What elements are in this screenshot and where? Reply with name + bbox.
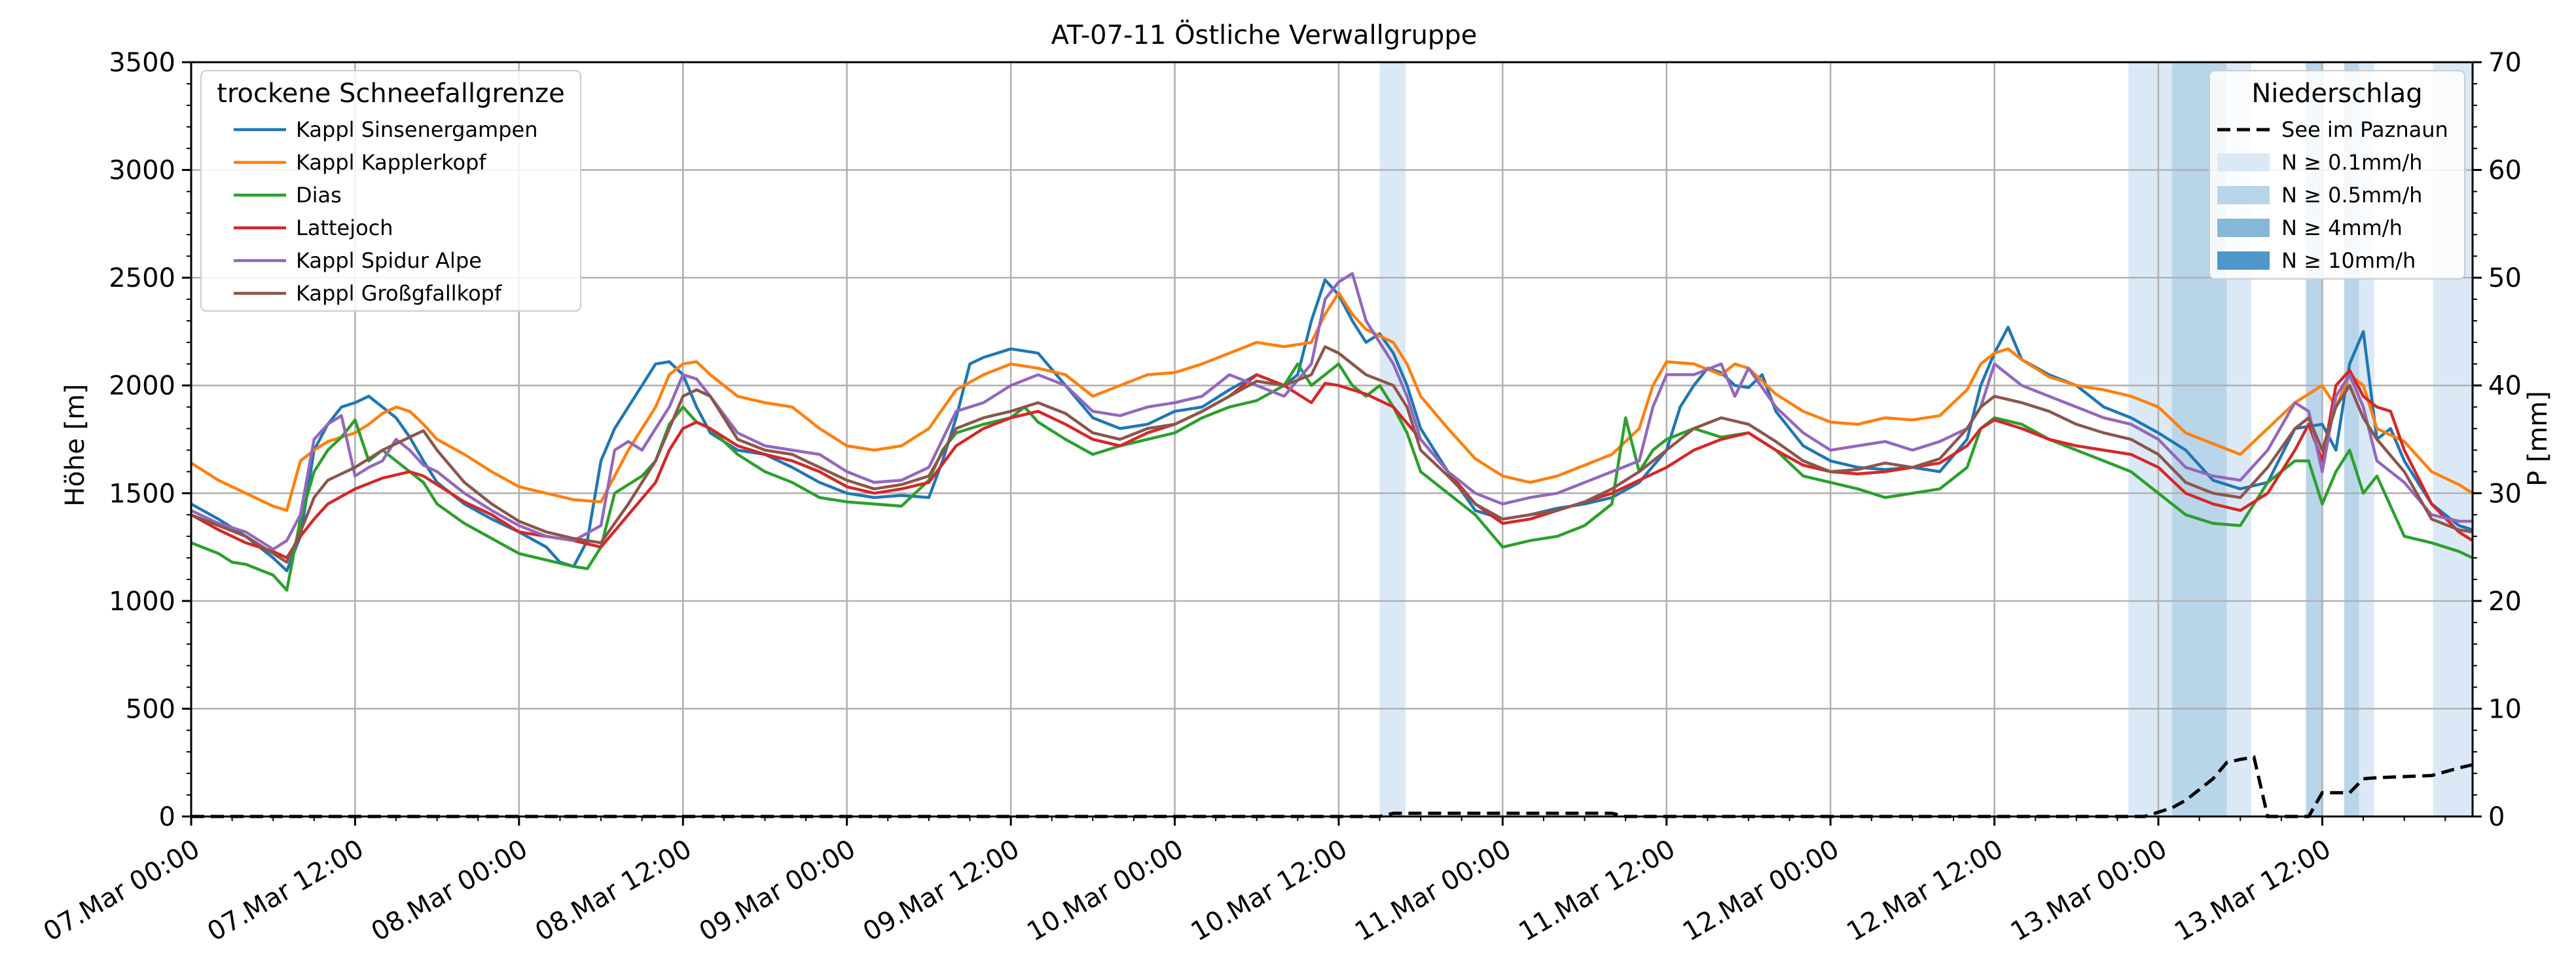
y-tick-label-6: 3000 xyxy=(109,156,175,186)
series-line-kappl-spidur-alpe xyxy=(190,272,2473,551)
y-axis-left: 0 500 1000 1500 2000 2500 3000 3500 xyxy=(109,48,191,832)
legend-label-n-10mm-h-4: N ≥ 10mm/h xyxy=(2281,248,2416,273)
legend-label-see-im-paznaun-0: See im Paznaun xyxy=(2281,117,2448,142)
y2-tick-label-0: 0 xyxy=(2488,802,2505,832)
legend-label-n-4mm-h-3: N ≥ 4mm/h xyxy=(2281,215,2403,240)
plot-border xyxy=(190,61,2474,818)
legend-swatch-n-0-1mm-h-1 xyxy=(2217,153,2270,172)
legend-label-kappl-spidur-alpe: Kappl Spidur Alpe xyxy=(296,248,482,273)
legend-left-title: trockene Schneefallgrenze xyxy=(217,79,564,109)
y-tick-label-4: 2000 xyxy=(109,371,175,401)
y2-tick-label-3: 30 xyxy=(2488,479,2522,509)
y2-tick-label-6: 60 xyxy=(2488,156,2522,186)
plot-frame xyxy=(190,61,2474,818)
legend-swatch-n-10mm-h-4 xyxy=(2217,251,2270,270)
legend-label-n-0-1mm-h-1: N ≥ 0.1mm/h xyxy=(2281,150,2422,175)
y-tick-label-5: 2500 xyxy=(109,263,175,293)
y2-tick-label-1: 10 xyxy=(2488,694,2522,724)
series-line-kappl-gro-gfallkopf xyxy=(190,345,2473,564)
y-axis-right: 0 10 20 30 40 50 60 70 xyxy=(2473,48,2522,832)
legend-label-kappl-kapplerkopf: Kappl Kapplerkopf xyxy=(296,150,486,175)
legend-left-box xyxy=(200,70,581,312)
legend-label-kappl-sinsenergampen: Kappl Sinsenergampen xyxy=(296,117,538,142)
y2-tick-label-2: 20 xyxy=(2488,587,2522,617)
y-tick-label-2: 1000 xyxy=(109,587,175,617)
y2-tick-label-7: 70 xyxy=(2488,48,2522,78)
legend-label-lattejoch: Lattejoch xyxy=(296,215,393,240)
y-axis-title: Höhe [m] xyxy=(60,384,90,506)
y2-tick-label-5: 50 xyxy=(2488,263,2522,293)
legend-swatch-n-0-5mm-h-2 xyxy=(2217,186,2270,204)
series-line-kappl-kapplerkopf xyxy=(190,291,2474,512)
legend-swatch-n-4mm-h-3 xyxy=(2217,219,2270,237)
chart-title: AT-07-11 Östliche Verwallgruppe xyxy=(1051,19,1478,50)
legend-right-title: Niederschlag xyxy=(2251,79,2422,109)
y-tick-label-0: 0 xyxy=(159,802,175,832)
legend-right-box xyxy=(2209,70,2465,280)
legend-label-kappl-gro-gfallkopf: Kappl Großgfallkopf xyxy=(296,281,502,306)
y-tick-label-3: 1500 xyxy=(109,479,175,509)
precip-band-0 xyxy=(1379,62,1406,816)
legend-label-dias: Dias xyxy=(296,183,342,208)
precip-band-1 xyxy=(2128,62,2172,816)
y2-tick-label-4: 40 xyxy=(2488,371,2522,401)
legend-label-n-0-5mm-h-2: N ≥ 0.5mm/h xyxy=(2281,183,2422,208)
y2-axis-title: P [mm] xyxy=(2523,391,2553,486)
series-lines xyxy=(190,272,2474,818)
series-line-dias xyxy=(190,362,2473,592)
y-tick-label-1: 500 xyxy=(126,694,175,724)
legend-precipitation: Niederschlag See im Paznaun N ≥ 0.1mm/h N ≥… xyxy=(2209,70,2465,280)
legend-snowfall: trockene Schneefallgrenze Kappl Sinsenerg… xyxy=(200,70,581,312)
y-tick-label-7: 3500 xyxy=(109,48,175,78)
